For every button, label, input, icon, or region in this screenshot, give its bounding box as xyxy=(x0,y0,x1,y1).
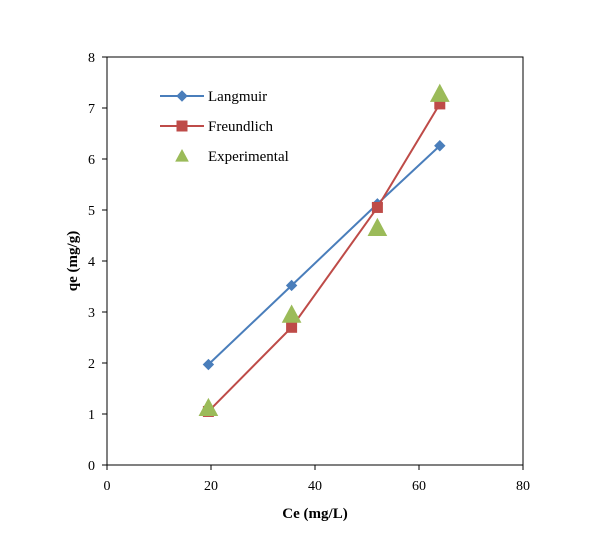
freundlich-legend-marker xyxy=(176,120,188,132)
experimental-legend-marker xyxy=(175,148,189,162)
y-tick-label: 1 xyxy=(88,408,95,423)
experimental-data-point xyxy=(281,304,302,323)
langmuir-data-point xyxy=(202,358,215,371)
experimental-legend-label: Experimental xyxy=(208,149,289,165)
x-tick-label: 40 xyxy=(308,479,322,494)
y-tick-label: 2 xyxy=(88,357,95,372)
langmuir-data-point xyxy=(285,279,298,292)
axis-ticks: 0 20 40 60 80 0 1 2 3 4 5 6 7 8 xyxy=(88,51,530,494)
freundlich-data-point xyxy=(286,321,298,333)
x-tick-label: 60 xyxy=(412,479,426,494)
x-tick-label: 80 xyxy=(516,479,530,494)
langmuir-data-point xyxy=(434,140,446,152)
series-layer xyxy=(198,83,450,417)
y-axis-title: qe (mg/g) xyxy=(65,231,81,291)
legend: Langmuir Freundlich Experimental xyxy=(160,89,289,165)
freundlich-series-line xyxy=(207,103,441,413)
x-tick-label: 20 xyxy=(204,479,218,494)
langmuir-series-line xyxy=(207,145,441,366)
y-tick-label: 7 xyxy=(88,102,95,117)
x-axis-title: Ce (mg/L) xyxy=(282,506,347,522)
x-tick-label: 0 xyxy=(104,479,111,494)
y-tick-label: 0 xyxy=(88,459,95,474)
y-tick-label: 6 xyxy=(88,153,95,168)
freundlich-data-point xyxy=(371,201,383,213)
experimental-data-point xyxy=(367,217,388,236)
plot-area-frame xyxy=(106,56,524,466)
freundlich-legend-label: Freundlich xyxy=(208,119,273,135)
y-tick-label: 3 xyxy=(88,306,95,321)
experimental-data-point xyxy=(429,83,450,102)
y-tick-label: 5 xyxy=(88,204,95,219)
y-tick-label: 4 xyxy=(88,255,95,270)
langmuir-legend-label: Langmuir xyxy=(208,89,267,105)
y-tick-label: 8 xyxy=(88,51,95,66)
langmuir-legend-marker xyxy=(176,90,188,102)
experimental-data-point xyxy=(198,397,219,417)
